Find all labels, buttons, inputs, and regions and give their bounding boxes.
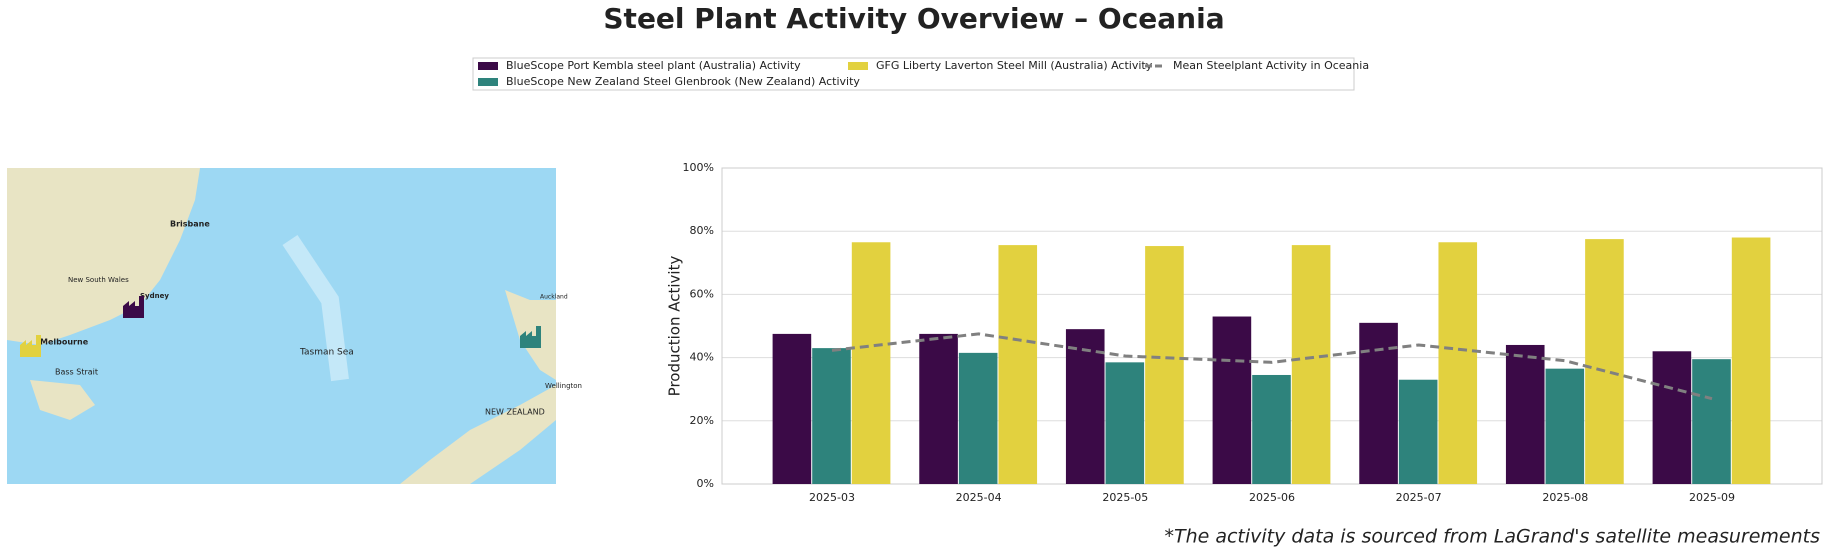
map-label: Sydney	[140, 292, 169, 300]
map-label: New South Wales	[68, 276, 129, 284]
legend: BlueScope Port Kembla steel plant (Austr…	[472, 57, 1369, 91]
x-tick-label: 2025-07	[1396, 491, 1442, 504]
bar	[1731, 237, 1771, 484]
map-label: Brisbane	[170, 220, 210, 229]
x-tick-label: 2025-09	[1689, 491, 1735, 504]
plant-icon	[520, 326, 541, 348]
chart-title: Steel Plant Activity Overview – Oceania	[603, 2, 1224, 35]
y-tick-label: 20%	[690, 414, 714, 427]
bar	[998, 245, 1038, 484]
y-tick-label: 100%	[683, 161, 714, 174]
bar	[958, 352, 998, 484]
bar	[1585, 239, 1624, 484]
bar	[851, 242, 891, 484]
bar	[1545, 368, 1585, 484]
y-tick-label: 60%	[690, 287, 714, 300]
map-label: Melbourne	[40, 338, 89, 347]
bar	[1291, 245, 1331, 484]
map-land	[7, 168, 200, 345]
plant-icon	[123, 296, 144, 318]
bar	[1252, 374, 1291, 484]
map-label: Auckland	[540, 294, 568, 301]
map-label: Bass Strait	[55, 368, 98, 377]
bar	[1652, 351, 1692, 484]
y-tick-label: 40%	[690, 351, 714, 364]
footnote: *The activity data is sourced from LaGra…	[1164, 526, 1820, 548]
y-axis-label: Production Activity	[666, 256, 684, 397]
legend-label: BlueScope New Zealand Steel Glenbrook (N…	[506, 75, 860, 88]
map-label: NEW ZEALAND	[485, 408, 545, 417]
x-tick-label: 2025-08	[1542, 491, 1588, 504]
y-tick-label: 80%	[690, 224, 714, 237]
map: Brisbane Sydney Melbourne Bass Strait Tasman…	[7, 168, 582, 484]
x-tick-label: 2025-03	[809, 491, 855, 504]
legend-swatch	[478, 78, 498, 86]
map-ridge	[282, 235, 349, 382]
bar	[1105, 362, 1145, 484]
legend-label: GFG Liberty Laverton Steel Mill (Austral…	[876, 59, 1153, 72]
y-tick-label: 0%	[697, 477, 714, 490]
plant-icon	[20, 335, 41, 357]
x-tick-label: 2025-04	[956, 491, 1002, 504]
legend-swatch	[478, 62, 498, 70]
x-tick-label: 2025-05	[1102, 491, 1148, 504]
legend-label: BlueScope Port Kembla steel plant (Austr…	[506, 59, 801, 72]
mean-line	[831, 332, 1713, 401]
x-tick-label: 2025-06	[1249, 491, 1295, 504]
map-land	[400, 385, 556, 484]
map-land	[30, 380, 95, 420]
bar	[772, 333, 812, 484]
legend-label: Mean Steelplant Activity in Oceania	[1173, 59, 1369, 72]
bar	[1398, 379, 1438, 484]
bar	[1692, 359, 1731, 484]
bar	[1438, 242, 1478, 484]
legend-swatch	[848, 62, 868, 70]
bar	[1212, 316, 1252, 484]
bar	[1505, 344, 1545, 484]
map-label: Tasman Sea	[299, 348, 354, 358]
bar	[1065, 329, 1105, 484]
map-label: Wellington	[545, 382, 582, 390]
bar	[919, 333, 958, 484]
bar	[812, 348, 851, 484]
bar	[1145, 246, 1184, 484]
legend-box	[472, 57, 1355, 91]
